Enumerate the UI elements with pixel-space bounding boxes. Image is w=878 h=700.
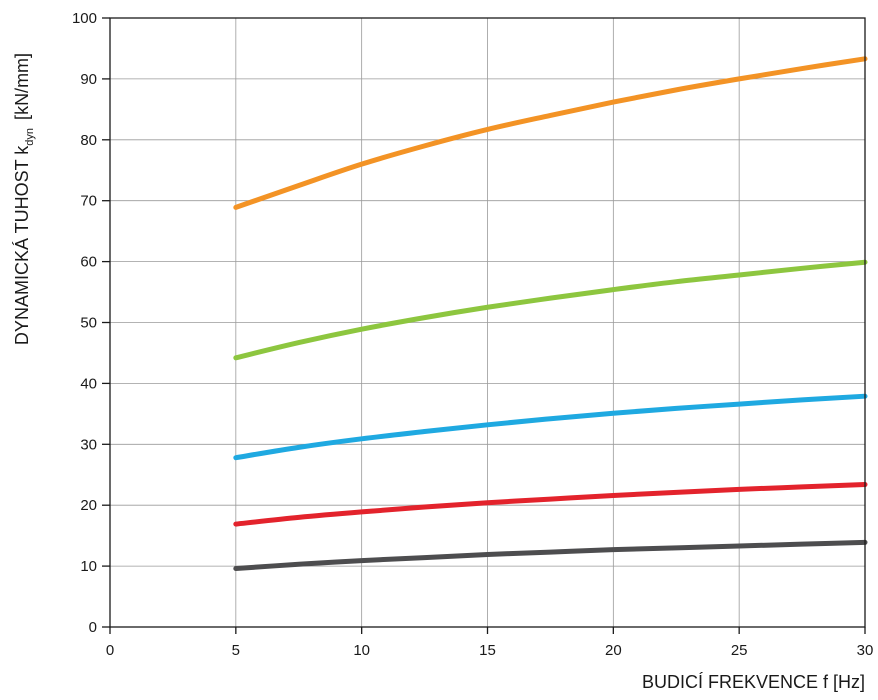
- x-tick-label: 10: [353, 642, 370, 659]
- y-tick-label: 50: [80, 315, 97, 332]
- x-tick-label: 25: [731, 642, 748, 659]
- y-tick-label: 0: [89, 619, 97, 636]
- x-tick-label: 20: [605, 642, 622, 659]
- y-tick-label: 70: [80, 193, 97, 210]
- y-tick-label: 90: [80, 71, 97, 88]
- x-tick-label: 30: [857, 642, 874, 659]
- y-tick-label: 60: [80, 254, 97, 271]
- y-axis-title: DYNAMICKÁ TUHOST kdyn [kN/mm]: [12, 53, 36, 345]
- tick-labels: 0 5 10 15 20 25 30 0 10 20 30 40 50 60 70 80 90 100: [72, 10, 873, 659]
- y-tick-label: 10: [80, 558, 97, 575]
- series-line-1: [233, 56, 868, 210]
- gridlines: [110, 18, 865, 627]
- axes: [102, 17, 866, 634]
- y-axis-title-subscript: dyn: [24, 128, 36, 146]
- series-line-5: [233, 539, 868, 572]
- x-tick-label: 0: [106, 642, 114, 659]
- series-line-2: [233, 259, 868, 361]
- x-tick-label: 15: [479, 642, 496, 659]
- y-tick-label: 100: [72, 10, 97, 27]
- series-line-4: [233, 481, 868, 527]
- series-line-3: [233, 393, 868, 461]
- y-tick-label: 20: [80, 497, 97, 514]
- series-lines: [233, 56, 868, 572]
- x-axis-title: BUDICÍ FREKVENCE f [Hz]: [642, 672, 865, 692]
- y-axis-title-main: DYNAMICKÁ TUHOST k: [12, 145, 32, 345]
- y-tick-label: 40: [80, 375, 97, 392]
- y-tick-label: 80: [80, 132, 97, 149]
- x-tick-label: 5: [232, 642, 240, 659]
- y-tick-label: 30: [80, 436, 97, 453]
- y-axis-title-unit: [kN/mm]: [12, 53, 32, 120]
